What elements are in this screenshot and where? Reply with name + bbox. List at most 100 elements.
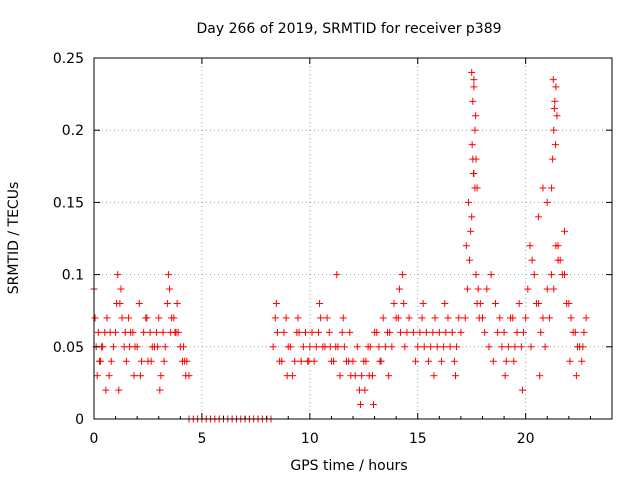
- data-point: [118, 314, 126, 322]
- data-point: [340, 343, 348, 351]
- data-point: [502, 357, 510, 365]
- data-point: [550, 126, 558, 134]
- data-point: [305, 357, 313, 365]
- data-point: [396, 328, 404, 336]
- data-point: [473, 184, 481, 192]
- grid-lines: [94, 58, 612, 419]
- data-point: [441, 299, 449, 307]
- data-point: [373, 328, 381, 336]
- data-point: [103, 314, 111, 322]
- data-point: [113, 299, 121, 307]
- data-point: [430, 372, 438, 380]
- data-point: [375, 343, 383, 351]
- data-point: [353, 343, 361, 351]
- data-point: [507, 314, 515, 322]
- data-point: [474, 285, 482, 293]
- data-point: [513, 328, 521, 336]
- data-point: [339, 314, 347, 322]
- y-tick-label: 0.2: [62, 123, 84, 139]
- data-point: [385, 372, 393, 380]
- data-point: [481, 328, 489, 336]
- data-point: [444, 314, 452, 322]
- data-point: [496, 314, 504, 322]
- data-point: [173, 299, 181, 307]
- data-point: [269, 343, 277, 351]
- data-point: [455, 314, 463, 322]
- data-point: [537, 328, 545, 336]
- data-point: [491, 299, 499, 307]
- data-point: [284, 343, 292, 351]
- data-point: [338, 328, 346, 336]
- y-tick-label: 0.25: [53, 51, 84, 67]
- data-point: [159, 328, 167, 336]
- data-point: [180, 343, 188, 351]
- data-point: [351, 372, 359, 380]
- data-point: [121, 328, 129, 336]
- data-point: [450, 357, 458, 365]
- data-point: [551, 97, 559, 105]
- data-point: [157, 372, 165, 380]
- data-point: [299, 343, 307, 351]
- data-point: [147, 357, 155, 365]
- data-point: [532, 299, 540, 307]
- data-point: [306, 343, 314, 351]
- data-point: [136, 372, 144, 380]
- data-point: [146, 328, 154, 336]
- data-point: [463, 285, 471, 293]
- data-point: [102, 386, 110, 394]
- data-point: [414, 343, 422, 351]
- data-point: [416, 328, 424, 336]
- data-point: [453, 343, 461, 351]
- data-point: [541, 343, 549, 351]
- x-tick-label: 20: [517, 431, 535, 447]
- data-point: [527, 343, 535, 351]
- data-point: [183, 357, 191, 365]
- data-point: [276, 357, 284, 365]
- data-point: [182, 372, 190, 380]
- data-point: [405, 314, 413, 322]
- data-point: [333, 271, 341, 279]
- data-point: [327, 357, 335, 365]
- data-point: [282, 314, 290, 322]
- y-tick-label: 0.15: [53, 195, 84, 211]
- data-point: [137, 357, 145, 365]
- data-point: [420, 343, 428, 351]
- data-point: [510, 357, 518, 365]
- data-point: [160, 357, 168, 365]
- data-point: [164, 271, 172, 279]
- data-point: [390, 299, 398, 307]
- data-point: [543, 198, 551, 206]
- data-point: [154, 343, 162, 351]
- data-point: [566, 357, 574, 365]
- data-point: [526, 242, 534, 250]
- data-point: [466, 256, 474, 264]
- data-point: [271, 314, 279, 322]
- data-point: [472, 271, 480, 279]
- data-point: [336, 372, 344, 380]
- data-point: [425, 357, 433, 365]
- data-point: [468, 213, 476, 221]
- x-tick-label: 15: [409, 431, 427, 447]
- data-point: [504, 343, 512, 351]
- data-point: [280, 328, 288, 336]
- data-point: [501, 372, 509, 380]
- data-point: [312, 343, 320, 351]
- data-point: [272, 299, 280, 307]
- data-point: [553, 112, 561, 120]
- data-point: [156, 386, 164, 394]
- data-point: [357, 401, 365, 409]
- data-point: [294, 314, 302, 322]
- data-point: [412, 357, 420, 365]
- data-point: [365, 372, 373, 380]
- data-point: [323, 314, 331, 322]
- y-tick-label: 0.1: [62, 268, 84, 284]
- data-point: [543, 285, 551, 293]
- data-point: [548, 271, 556, 279]
- data-point: [437, 357, 445, 365]
- axis-ticks: 0 5 10 15 20 0 0.05 0.1 0.15 0.2 0.25: [53, 51, 612, 447]
- data-point: [561, 227, 569, 235]
- data-point: [558, 271, 566, 279]
- x-tick-label: 0: [90, 431, 99, 447]
- data-point: [114, 271, 122, 279]
